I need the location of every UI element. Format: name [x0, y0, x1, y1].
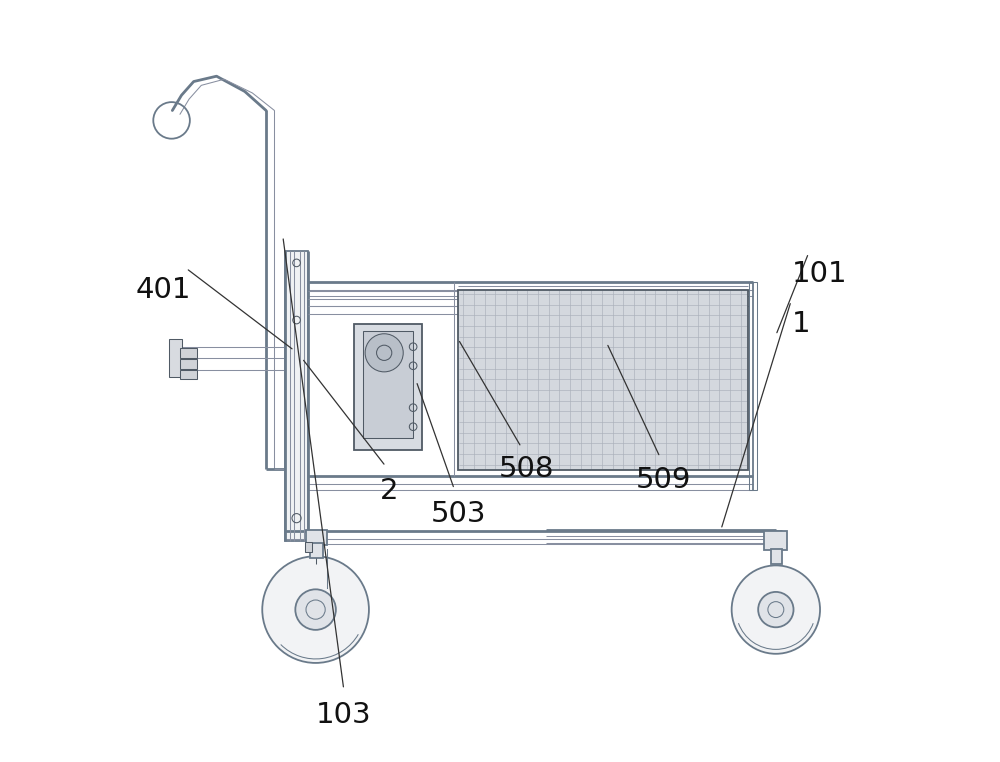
Bar [305, 542, 312, 552]
Bar [771, 549, 782, 564]
Bar [285, 251, 308, 541]
Circle shape [732, 565, 820, 654]
Text: 508: 508 [499, 455, 554, 482]
Text: 101: 101 [792, 261, 848, 288]
Bar [306, 530, 327, 545]
Circle shape [365, 334, 403, 372]
Text: 1: 1 [792, 310, 810, 338]
Text: 509: 509 [636, 466, 692, 494]
Circle shape [262, 556, 369, 663]
Bar [764, 531, 787, 550]
Text: 2: 2 [380, 478, 399, 505]
Bar [458, 290, 748, 470]
Circle shape [295, 589, 336, 630]
Bar [458, 290, 748, 470]
Bar [354, 324, 422, 450]
Bar [169, 339, 182, 377]
Bar [180, 370, 197, 379]
Text: 503: 503 [430, 501, 486, 528]
Circle shape [758, 592, 794, 627]
Text: 103: 103 [316, 701, 372, 728]
Bar [310, 543, 323, 558]
Bar [363, 331, 413, 438]
Bar [180, 348, 197, 358]
Bar [749, 282, 757, 490]
Text: 401: 401 [135, 276, 191, 303]
Bar [180, 359, 197, 369]
